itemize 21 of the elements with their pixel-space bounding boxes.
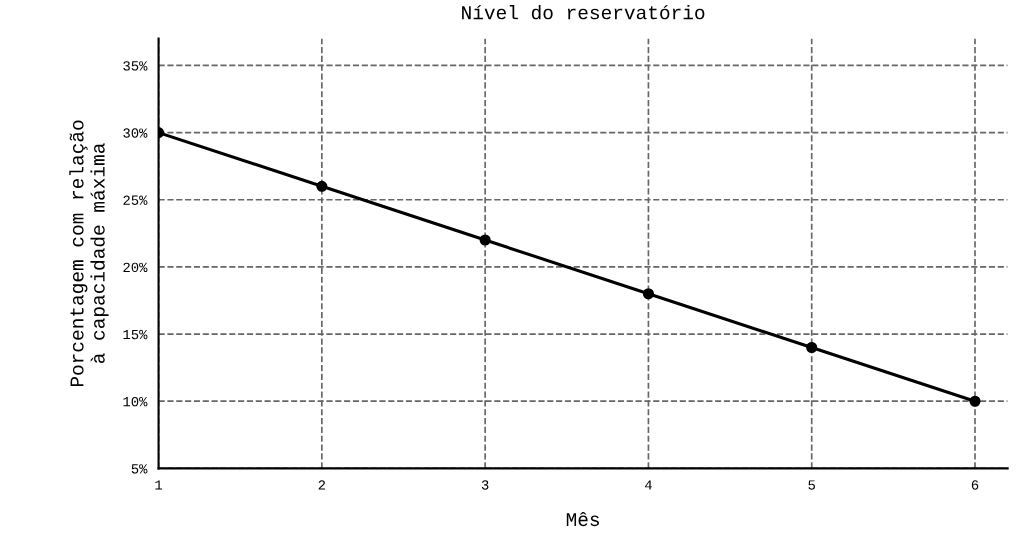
x-tick-label: 2 bbox=[318, 480, 326, 490]
y-tick-label: 25% bbox=[123, 195, 148, 205]
point bbox=[642, 288, 654, 300]
y-tick-label: 15% bbox=[123, 329, 148, 340]
point bbox=[479, 234, 491, 246]
chart-title: Nível do reservatório bbox=[462, 5, 705, 20]
y-tick-label: 20% bbox=[123, 262, 148, 273]
point bbox=[806, 341, 818, 354]
y-axis-title: Porcentagem com relação à capacidade máxima bbox=[69, 120, 109, 387]
x-axis-title: Mês bbox=[566, 512, 600, 527]
x-tick-label: 1 bbox=[155, 480, 163, 490]
y-tick-label: 10% bbox=[123, 396, 148, 407]
x-tick-label: 6 bbox=[971, 480, 979, 490]
x-tick-label: 5 bbox=[808, 480, 815, 490]
y-tick-label: 5% bbox=[131, 464, 148, 474]
point bbox=[316, 180, 328, 192]
point bbox=[969, 395, 981, 407]
y-tick-label: 35% bbox=[123, 61, 148, 71]
x-tick-label: 4 bbox=[644, 480, 652, 490]
y-tick-label: 30% bbox=[123, 128, 148, 138]
x-tick-label: 3 bbox=[481, 480, 489, 490]
